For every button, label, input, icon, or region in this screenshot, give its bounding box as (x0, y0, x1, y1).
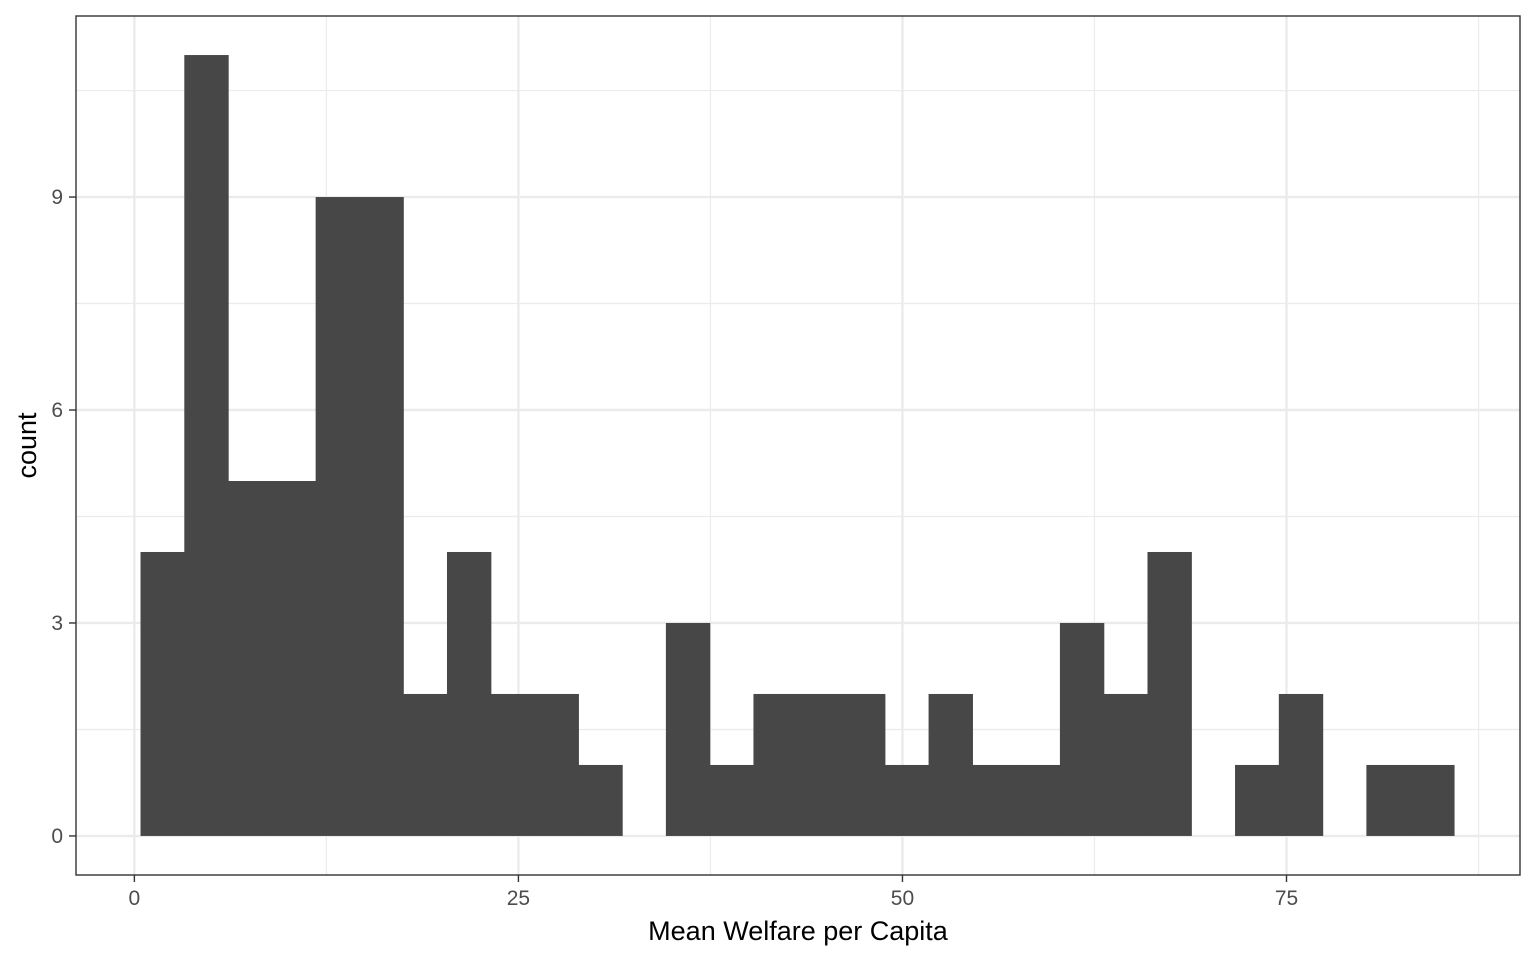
histogram-bar (1147, 551, 1192, 836)
y-tick-label: 9 (51, 186, 63, 209)
y-axis: 0 3 6 9 (51, 186, 76, 848)
y-axis-title: count (12, 412, 42, 479)
histogram-bar (1366, 764, 1411, 836)
x-tick-label: 25 (507, 887, 530, 910)
histogram-bar (1103, 693, 1149, 836)
histogram-bar (665, 622, 711, 836)
histogram-bar (797, 693, 842, 836)
histogram-bar (709, 764, 755, 836)
histogram-bar (490, 693, 536, 836)
histogram-bar (753, 693, 798, 836)
histogram-bar (1059, 622, 1105, 836)
x-tick-label: 50 (891, 887, 914, 910)
y-tick-label: 0 (51, 825, 63, 848)
histogram-bar (578, 764, 623, 836)
histogram-bar (534, 693, 579, 836)
histogram-bar (928, 693, 973, 836)
histogram-bar (271, 480, 317, 836)
histogram-bar (403, 693, 448, 836)
histogram-bar (884, 764, 930, 836)
histogram-bar (140, 551, 185, 836)
histogram-bar (841, 693, 886, 836)
histogram-bar (446, 551, 492, 836)
histogram-bar (184, 55, 229, 836)
histogram-bar (1016, 764, 1061, 836)
histogram-bar (1235, 764, 1280, 836)
x-axis: 0 25 50 75 (129, 875, 1298, 910)
histogram-bar (1410, 764, 1455, 836)
histogram-bars (140, 55, 1455, 836)
y-tick-label: 3 (51, 612, 63, 635)
histogram-bar (972, 764, 1017, 836)
histogram-bar (315, 197, 361, 836)
y-tick-label: 6 (51, 399, 63, 422)
histogram-bar (1278, 693, 1324, 836)
histogram-bar (228, 480, 273, 836)
panel-border (75, 15, 1521, 876)
histogram-bar (359, 197, 404, 836)
x-tick-label: 75 (1275, 887, 1298, 910)
x-axis-title: Mean Welfare per Capita (648, 916, 949, 946)
x-tick-label: 0 (129, 887, 141, 910)
